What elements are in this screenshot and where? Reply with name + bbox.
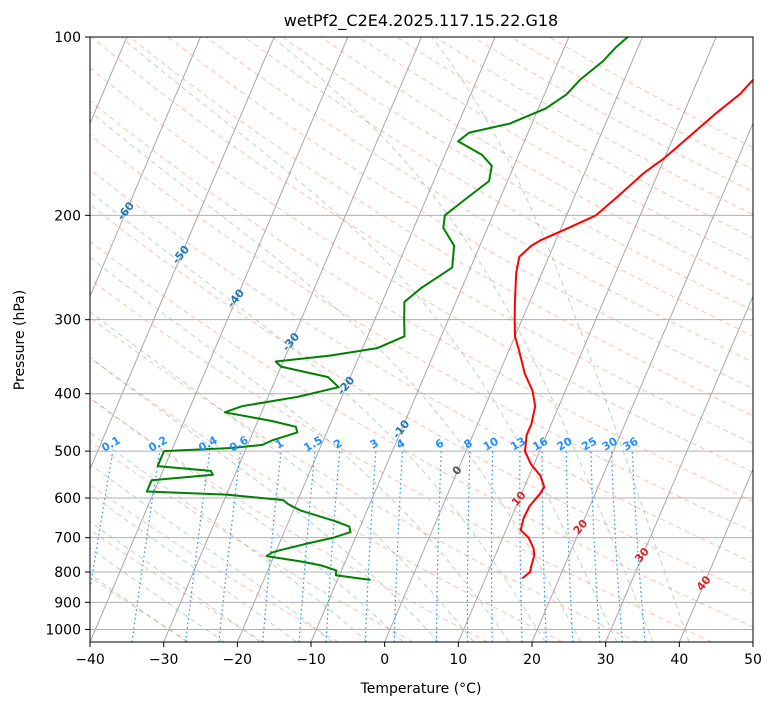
y-tick-label: 300 [54, 313, 81, 329]
x-tick-label: 0 [380, 652, 389, 668]
dry-adiabat [205, 37, 753, 363]
x-axis-label: Temperature (°C) [360, 681, 482, 697]
profile-line [145, 37, 629, 581]
dry-adiabat [129, 37, 753, 417]
x-tick-label: −20 [223, 652, 253, 668]
mixing-ratio-line [131, 451, 161, 642]
mixing-ratio-line [490, 451, 494, 642]
moist-adiabat [431, 37, 690, 642]
x-tick-label: −30 [149, 652, 179, 668]
plot-frame [89, 36, 754, 643]
moist-adiabat [90, 520, 261, 642]
isotherm-line [605, 295, 753, 642]
isotherm-line [236, 37, 496, 642]
moist-adiabat [90, 311, 475, 642]
dry-adiabat [90, 168, 753, 564]
y-tick-label: 500 [54, 444, 81, 460]
x-tick-label: 30 [597, 652, 615, 668]
dry-adiabat [90, 356, 563, 642]
y-axis-label: Pressure (hPa) [12, 290, 28, 390]
y-tick-label: 1000 [45, 622, 81, 638]
mixing-ratio-line [631, 451, 646, 642]
isotherm-line [163, 37, 422, 642]
mixing-ratio-line [541, 451, 547, 642]
mixing-ratio-line [435, 451, 442, 642]
isotherm-line [457, 37, 717, 642]
isotherm-label: -80 [4, 112, 27, 136]
x-tick-label: 10 [449, 652, 467, 668]
mixing-ratio-line [393, 451, 404, 642]
isotherm-line [384, 37, 643, 642]
moist-adiabat [90, 547, 225, 642]
chart-title: wetPf2_C2E4.2025.117.15.22.G18 [284, 11, 558, 31]
mixing-ratio-line [298, 451, 316, 642]
dry-adiabat [90, 240, 753, 628]
dry-adiabat [90, 67, 753, 473]
isotherm-line [752, 640, 753, 642]
moist-adiabat [90, 431, 369, 642]
y-tick-label: 800 [54, 565, 81, 581]
mixing-ratio-line [90, 450, 114, 594]
background-lines [90, 37, 753, 642]
y-axis-ticks: 100 200 300 400 500 600 700 800 900 1000 [45, 30, 90, 638]
mixing-ratio-line [519, 451, 523, 642]
isotherm-line [678, 467, 753, 642]
moist-adiabat [90, 256, 510, 642]
dry-adiabat [90, 484, 339, 642]
x-tick-label: −40 [75, 652, 105, 668]
isotherm-line [90, 37, 201, 298]
mixing-ratio-line [565, 451, 574, 642]
y-tick-label: 700 [54, 531, 81, 547]
y-tick-label: 200 [54, 208, 81, 224]
mixing-ratio-line [590, 451, 601, 642]
dry-adiabat [90, 133, 753, 533]
y-tick-label: 100 [54, 30, 81, 46]
profile-line [513, 78, 753, 580]
x-axis-ticks: −40 −30 −20 −10 0 10 20 30 40 50 [75, 642, 762, 668]
mixing-ratio-line [364, 451, 377, 642]
x-tick-label: 50 [744, 652, 762, 668]
mixing-ratio-line [262, 451, 282, 642]
profiles [145, 37, 753, 581]
y-tick-label: 400 [54, 387, 81, 403]
moist-adiabat [272, 37, 654, 642]
moist-adiabat [90, 573, 188, 642]
dry-adiabat [90, 397, 488, 642]
plot-area [90, 37, 753, 642]
mixing-ratio-line [610, 451, 623, 642]
mixing-ratio-line [325, 451, 341, 642]
isotherm-line [310, 37, 570, 642]
moist-adiabat [90, 191, 546, 642]
mixing-ratio-line [218, 451, 242, 642]
isotherm-line [90, 37, 349, 642]
moist-adiabat [120, 37, 618, 642]
isotherm-line [90, 37, 275, 471]
x-tick-label: −10 [296, 652, 326, 668]
mixing-ratio-line [466, 451, 471, 642]
isotherm-label: -70 [59, 156, 82, 180]
moist-adiabat [90, 357, 439, 642]
x-tick-label: 20 [523, 652, 541, 668]
pressure-grid [90, 37, 753, 630]
x-tick-label: 40 [670, 652, 688, 668]
moist-adiabat [90, 110, 582, 642]
isotherm-line [531, 122, 753, 642]
y-tick-label: 600 [54, 491, 81, 507]
y-tick-label: 900 [54, 595, 81, 611]
dry-adiabat [90, 204, 753, 595]
dry-adiabat [282, 37, 753, 312]
